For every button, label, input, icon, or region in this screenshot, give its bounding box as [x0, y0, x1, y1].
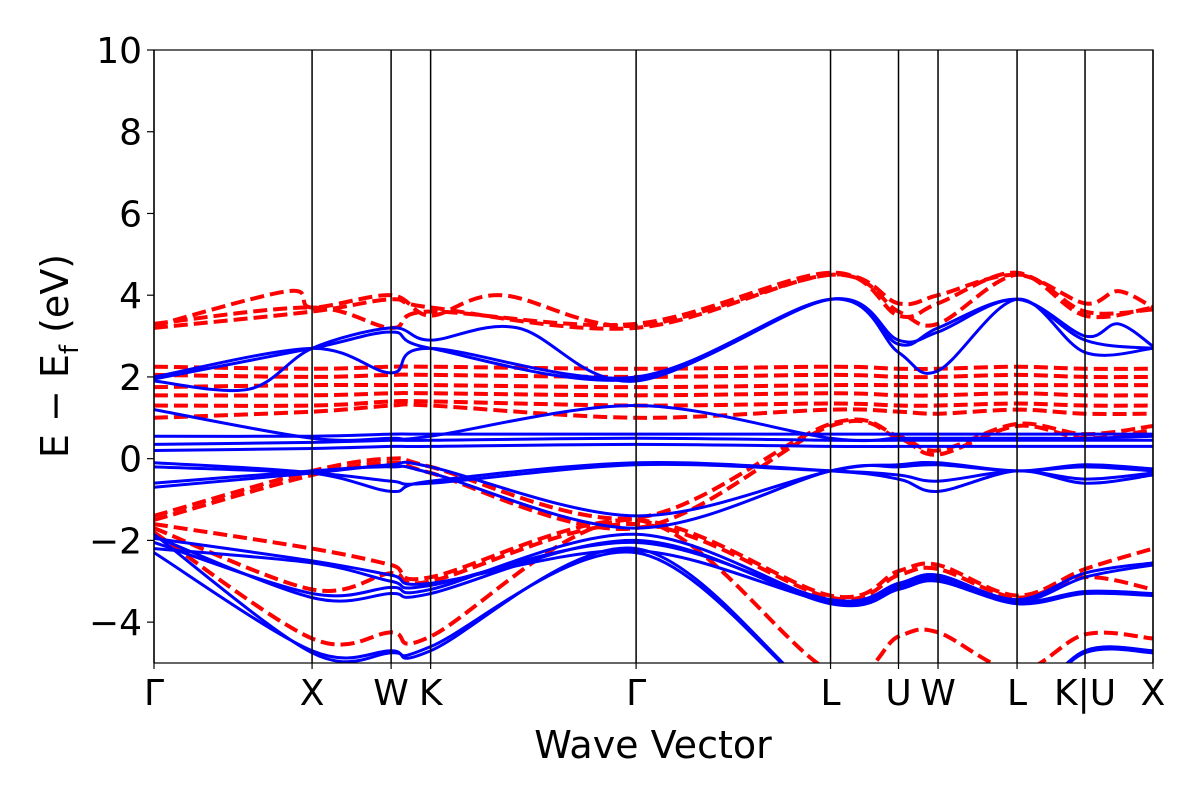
y-tick-label-5: 6	[119, 194, 142, 235]
y-axis-title: E − Ef (eV)	[33, 254, 85, 458]
bands-layer	[154, 270, 1153, 663]
x-tick-label-8: L	[1007, 673, 1027, 714]
y-axis-ticks: −4 −2 0 2 4 6 8 10	[89, 31, 154, 644]
dashed-band-5	[154, 402, 1153, 420]
x-axis-ticks: Γ X W K Γ L U W L K|U X	[144, 663, 1165, 714]
x-tick-label-0: Γ	[144, 673, 164, 714]
plot-frame	[153, 49, 1154, 664]
y-tick-label-1: −2	[89, 521, 142, 562]
y-axis-title-unit: (eV)	[33, 254, 77, 345]
x-tick-label-1: X	[300, 673, 325, 714]
dashed-band-10	[154, 364, 1153, 372]
dashed-band-9	[154, 372, 1153, 380]
x-tick-label-6: U	[885, 673, 911, 714]
x-axis-title: Wave Vector	[534, 723, 772, 767]
y-axis-title-main: E − E	[33, 354, 77, 458]
dashed-band-13	[154, 272, 1153, 331]
x-tick-label-3: K	[419, 673, 444, 714]
x-tick-label-5: L	[821, 673, 841, 714]
plot-background	[154, 50, 1153, 663]
x-tick-label-9: K|U	[1054, 673, 1116, 714]
solid-bands	[154, 297, 1153, 663]
y-tick-label-6: 8	[119, 113, 142, 154]
dashed-band-4	[154, 417, 1153, 521]
solid-band-0	[154, 533, 1153, 663]
y-tick-label-2: 0	[119, 440, 142, 481]
dashed-band-7	[154, 391, 1153, 398]
solid-band-12	[154, 432, 1153, 438]
y-tick-label-3: 2	[119, 358, 142, 399]
x-tick-label-4: Γ	[626, 673, 646, 714]
y-axis-title-subscript: f	[55, 344, 85, 354]
y-tick-label-7: 10	[96, 31, 142, 72]
solid-band-16	[154, 297, 1153, 393]
x-tick-label-10: X	[1141, 673, 1166, 714]
y-tick-label-4: 4	[119, 276, 142, 317]
solid-band-10	[154, 442, 1153, 452]
dashed-band-2	[154, 517, 1153, 663]
x-tick-label-2: W	[373, 673, 409, 714]
y-tick-label-0: −4	[89, 603, 142, 644]
solid-band-1	[154, 546, 1153, 663]
dashed-band-6	[154, 398, 1153, 408]
dashed-band-8	[154, 382, 1153, 390]
x-tick-label-7: W	[920, 673, 956, 714]
